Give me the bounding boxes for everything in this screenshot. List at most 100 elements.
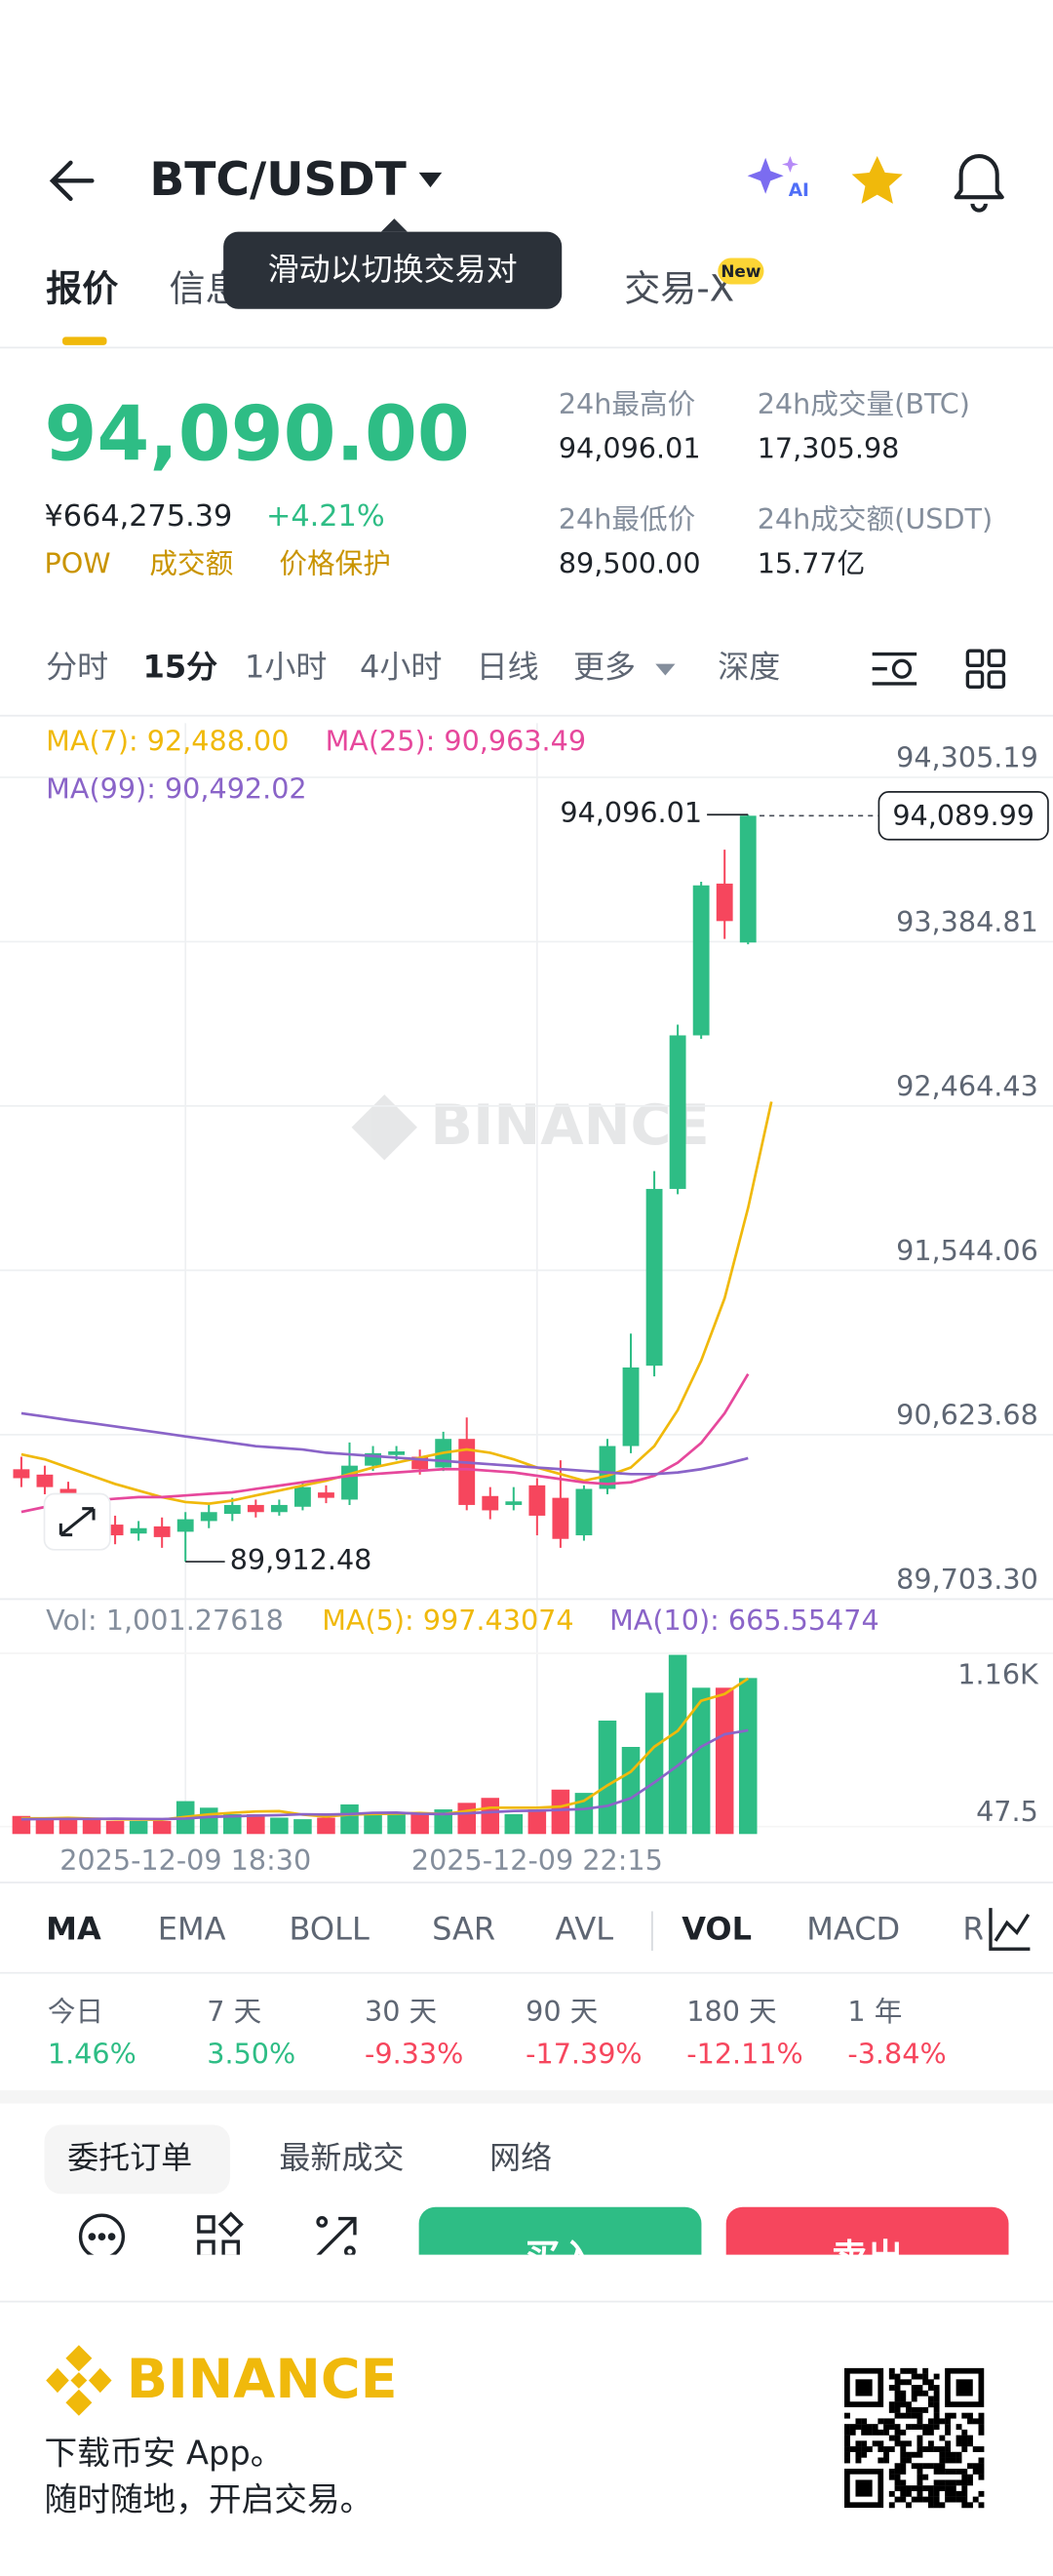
qr-cell xyxy=(872,2424,878,2431)
qr-cell xyxy=(961,2502,968,2509)
interval[interactable]: 更多 xyxy=(573,649,636,686)
qr-cell xyxy=(883,2418,890,2425)
qr-cell xyxy=(888,2385,895,2391)
qr-cell xyxy=(911,2367,917,2374)
pair-title[interactable]: BTC/USDT xyxy=(149,153,407,207)
layout-icon[interactable] xyxy=(965,649,1006,689)
orders-tab[interactable]: 网络 xyxy=(489,2139,552,2176)
pair-dropdown[interactable] xyxy=(418,172,443,188)
qr-cell xyxy=(894,2390,901,2397)
qr-cell xyxy=(916,2451,923,2458)
qr-cell xyxy=(956,2440,962,2447)
qr-cell xyxy=(961,2490,968,2497)
qr-cell xyxy=(967,2502,973,2509)
favorite-star[interactable] xyxy=(851,156,903,204)
qr-cell xyxy=(933,2373,940,2380)
qr-cell xyxy=(967,2412,973,2419)
qr-cell xyxy=(844,2440,850,2447)
indicator-settings-icon[interactable] xyxy=(989,1908,1031,1951)
qr-cell xyxy=(961,2429,968,2436)
candle-body xyxy=(106,1525,124,1536)
indicator-tab[interactable]: AVL xyxy=(555,1911,613,1948)
vol-ma-legend: MA(5): 997.43074 xyxy=(322,1604,573,1637)
qr-cell xyxy=(956,2457,962,2464)
y-tick-label: 94,305.19 xyxy=(896,740,1038,773)
qr-cell xyxy=(906,2401,912,2408)
period-change: -9.33% xyxy=(365,2038,463,2071)
interval[interactable]: 4小时 xyxy=(360,649,442,686)
orders-tab[interactable]: 最新成交 xyxy=(279,2139,404,2176)
qr-cell xyxy=(900,2446,907,2452)
qr-cell xyxy=(900,2451,907,2458)
expand-button[interactable] xyxy=(43,1492,111,1551)
volume-bar xyxy=(35,1819,55,1835)
candle-body xyxy=(13,1469,30,1479)
qr-cell xyxy=(916,2385,923,2391)
qr-cell xyxy=(894,2373,901,2380)
more-dropdown[interactable] xyxy=(655,663,676,676)
qr-cell xyxy=(900,2429,907,2436)
tag[interactable]: POW xyxy=(44,547,110,580)
indicator-tab[interactable]: SAR xyxy=(432,1911,495,1948)
qr-cell xyxy=(922,2406,929,2413)
qr-cell xyxy=(945,2468,952,2475)
volume-bar xyxy=(738,1678,758,1835)
qr-cell xyxy=(922,2373,929,2380)
interval[interactable]: 15分 xyxy=(143,649,218,686)
qr-cell xyxy=(888,2490,895,2497)
period-change: 3.50% xyxy=(207,2038,295,2071)
qr-cell xyxy=(961,2485,968,2492)
interval[interactable]: 分时 xyxy=(46,649,108,686)
qr-cell xyxy=(906,2367,912,2374)
tag[interactable]: 价格保护 xyxy=(279,547,391,580)
qr-cell xyxy=(900,2390,907,2397)
qr-cell xyxy=(911,2385,917,2391)
qr-cell xyxy=(894,2479,901,2486)
tag[interactable]: 成交额 xyxy=(149,547,233,580)
qr-cell xyxy=(900,2490,907,2497)
candle-body xyxy=(153,1526,171,1537)
interval[interactable]: 深度 xyxy=(718,649,780,686)
candle-body xyxy=(505,1501,523,1505)
qr-cell xyxy=(945,2451,952,2458)
qr-cell xyxy=(945,2412,952,2419)
notification-bell[interactable] xyxy=(954,154,1004,213)
qr-cell xyxy=(939,2457,946,2464)
ai-button[interactable]: AI xyxy=(747,156,809,201)
qr-cell xyxy=(945,2418,952,2425)
qr-cell xyxy=(906,2440,912,2447)
qr-cell xyxy=(933,2406,940,2413)
indicator-tab[interactable]: MA xyxy=(46,1911,101,1948)
qr-cell xyxy=(906,2406,912,2413)
price-change: +4.21% xyxy=(266,499,385,534)
indicator-tab[interactable]: EMA xyxy=(158,1911,226,1948)
qr-cell xyxy=(855,2451,862,2458)
orders-tab[interactable]: 委托订单 xyxy=(67,2139,192,2176)
candle-body xyxy=(575,1488,593,1536)
tooltip-text: 滑动以切换交易对 xyxy=(268,251,518,288)
stat-label: 24h成交量(BTC) xyxy=(758,387,970,420)
indicator-tab[interactable]: MACD xyxy=(806,1911,900,1948)
qr-cell xyxy=(956,2435,962,2441)
chart-settings-icon[interactable] xyxy=(872,652,917,686)
interval[interactable]: 日线 xyxy=(477,649,539,686)
qr-cell xyxy=(872,2440,878,2447)
tab[interactable]: 报价 xyxy=(46,268,118,310)
indicator-tab[interactable]: VOL xyxy=(682,1911,752,1948)
vol-legend: Vol: 1,001.27618 xyxy=(46,1604,284,1637)
qr-cell xyxy=(894,2412,901,2419)
qr-cell xyxy=(894,2406,901,2413)
candle-body xyxy=(293,1486,311,1507)
indicator-tab[interactable]: BOLL xyxy=(290,1911,370,1948)
tab[interactable]: 交易-X xyxy=(624,268,734,310)
ma-legend: MA(7): 92,488.00 xyxy=(46,725,289,758)
qr-cell xyxy=(927,2429,934,2436)
interval[interactable]: 1小时 xyxy=(245,649,327,686)
volume-bar xyxy=(598,1721,617,1835)
back-button[interactable] xyxy=(49,160,95,202)
new-badge xyxy=(718,258,764,285)
qr-cell xyxy=(956,2451,962,2458)
qr-cell xyxy=(933,2468,940,2475)
candle-body xyxy=(247,1504,264,1513)
qr-cell xyxy=(878,2429,884,2436)
